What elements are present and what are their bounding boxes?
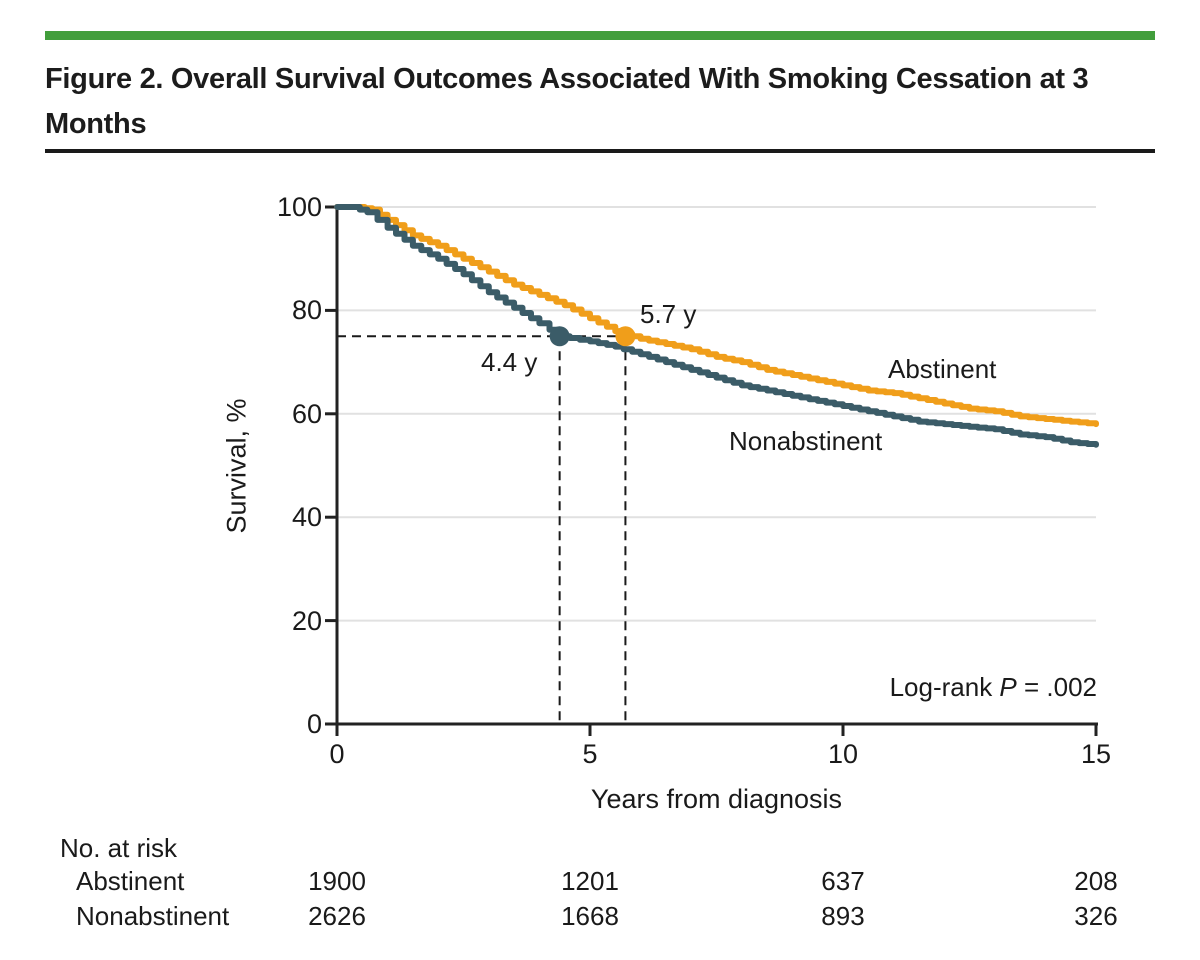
at-risk-row-label-abstinent: Abstinent	[76, 866, 185, 896]
x-axis-title: Years from diagnosis	[590, 784, 843, 814]
median-label-abstinent: 5.7 y	[640, 299, 697, 329]
at-risk-count: 326	[1074, 901, 1118, 931]
curve-label-nonabstinent: Nonabstinent	[729, 426, 883, 456]
y-tick-label: 20	[291, 605, 322, 636]
y-tick-label: 40	[291, 502, 322, 533]
curve-label-abstinent: Abstinent	[888, 354, 997, 384]
logrank-annotation: Log-rank P = .002	[890, 672, 1097, 703]
logrank-p-symbol: P	[999, 672, 1017, 702]
x-tick-label: 10	[827, 739, 859, 769]
y-tick-label: 0	[306, 709, 322, 739]
y-tick-label: 100	[276, 192, 322, 222]
logrank-prefix: Log-rank	[889, 672, 1000, 702]
at-risk-count: 1668	[561, 901, 619, 931]
at-risk-row-label-nonabstinent: Nonabstinent	[76, 901, 230, 931]
at-risk-count: 2626	[308, 901, 366, 931]
x-tick-label: 15	[1080, 739, 1112, 769]
at-risk-count: 1201	[561, 866, 619, 896]
x-tick-label: 5	[582, 739, 598, 769]
at-risk-count: 208	[1074, 866, 1118, 896]
logrank-value: = .002	[1016, 672, 1097, 702]
at-risk-count: 637	[821, 866, 865, 896]
at-risk-header: No. at risk	[60, 833, 178, 863]
x-tick-label: 0	[329, 739, 345, 769]
figure-title: Figure 2. Overall Survival Outcomes Asso…	[45, 63, 1089, 140]
title-divider	[45, 149, 1155, 153]
y-tick-label: 60	[291, 398, 322, 429]
y-tick-label: 80	[291, 295, 322, 326]
figure-accent-bar	[45, 31, 1155, 40]
at-risk-count: 1900	[308, 866, 366, 896]
at-risk-count: 893	[821, 901, 865, 931]
median-label-nonabstinent: 4.4 y	[481, 347, 538, 377]
